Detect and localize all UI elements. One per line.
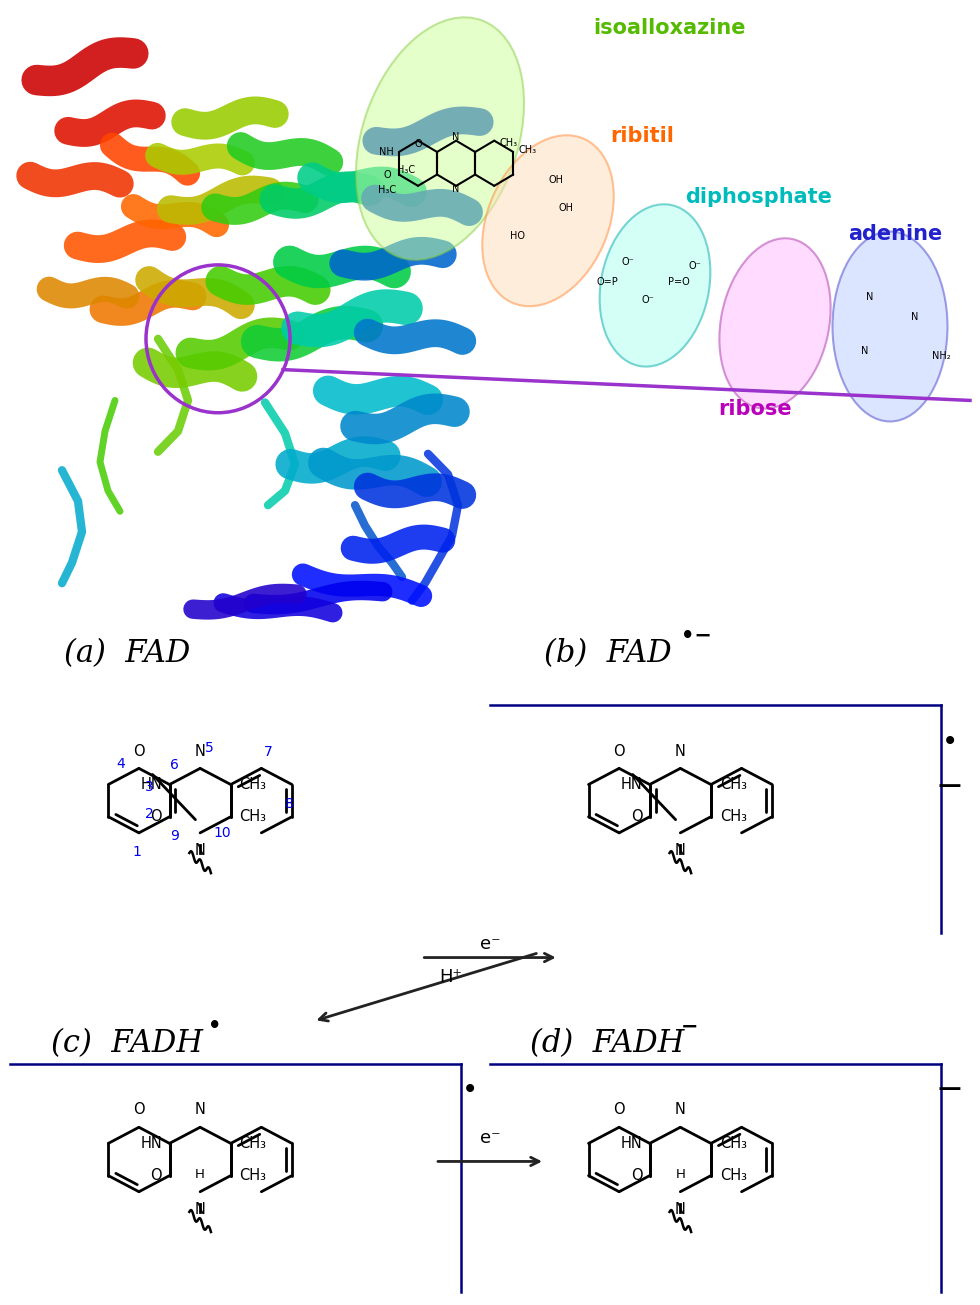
Text: (a)  FAD: (a) FAD — [65, 638, 190, 669]
Text: CH₃: CH₃ — [719, 776, 747, 792]
Text: •: • — [208, 1017, 221, 1036]
Text: N: N — [675, 1202, 686, 1216]
Text: H: H — [195, 1168, 205, 1181]
Text: N: N — [195, 744, 206, 758]
Text: O: O — [415, 138, 421, 149]
Text: 10: 10 — [214, 826, 231, 840]
Text: 1: 1 — [132, 846, 141, 860]
Text: 9: 9 — [170, 829, 179, 843]
Text: NH: NH — [379, 147, 394, 157]
Text: N: N — [911, 312, 918, 322]
Text: •: • — [942, 728, 957, 756]
Text: diphosphate: diphosphate — [685, 187, 832, 207]
Text: N: N — [195, 843, 206, 857]
Text: adenine: adenine — [848, 224, 942, 244]
Text: O: O — [613, 744, 625, 758]
Text: N: N — [195, 1202, 206, 1216]
Ellipse shape — [832, 231, 948, 422]
Text: CH₃: CH₃ — [239, 809, 267, 825]
Text: ribitil: ribitil — [610, 125, 674, 146]
Text: HN: HN — [140, 1135, 162, 1151]
Text: HN: HN — [620, 776, 642, 792]
Text: ribose: ribose — [718, 398, 792, 419]
Text: CH₃: CH₃ — [518, 145, 536, 155]
Text: P=O: P=O — [668, 278, 690, 287]
Text: HN: HN — [140, 776, 162, 792]
Text: N: N — [675, 843, 686, 857]
Text: O: O — [133, 744, 145, 758]
Text: (b)  FAD: (b) FAD — [544, 638, 671, 669]
Text: N: N — [453, 184, 460, 194]
Text: −: − — [936, 770, 963, 803]
Text: O⁻: O⁻ — [688, 261, 701, 271]
Text: 4: 4 — [117, 757, 125, 771]
Text: (d)  FADH: (d) FADH — [530, 1028, 685, 1060]
Text: H₃C: H₃C — [378, 185, 396, 194]
Text: O: O — [151, 1168, 162, 1184]
Text: −: − — [681, 1017, 699, 1036]
Ellipse shape — [719, 239, 831, 408]
Text: 6: 6 — [170, 758, 179, 773]
Text: CH₃: CH₃ — [239, 1135, 267, 1151]
Text: N: N — [195, 1103, 206, 1117]
Text: CH₃: CH₃ — [499, 138, 517, 147]
Text: H⁺: H⁺ — [439, 968, 463, 987]
Text: CH₃: CH₃ — [239, 776, 267, 792]
Text: NH₂: NH₂ — [932, 351, 951, 361]
Text: e⁻: e⁻ — [479, 1129, 501, 1147]
Text: N: N — [675, 744, 686, 758]
Text: •: • — [463, 1075, 478, 1104]
Text: N: N — [861, 346, 868, 356]
Text: (c)  FADH: (c) FADH — [51, 1028, 204, 1060]
Text: N: N — [866, 292, 874, 301]
Text: H: H — [675, 1168, 685, 1181]
Text: CH₃: CH₃ — [719, 809, 747, 825]
Text: H₃C: H₃C — [397, 166, 416, 175]
Text: 2: 2 — [145, 808, 154, 821]
Text: O⁻: O⁻ — [621, 257, 634, 268]
Text: N: N — [675, 1103, 686, 1117]
Text: HO: HO — [510, 231, 525, 241]
Text: 3: 3 — [145, 780, 154, 793]
Text: OH: OH — [548, 175, 563, 185]
Ellipse shape — [600, 205, 710, 367]
Text: 8: 8 — [285, 797, 294, 810]
Text: e⁻: e⁻ — [479, 934, 501, 953]
Text: HN: HN — [620, 1135, 642, 1151]
Text: O⁻: O⁻ — [642, 295, 655, 305]
Text: O: O — [613, 1103, 625, 1117]
Text: CH₃: CH₃ — [239, 1168, 267, 1184]
Text: isoalloxazine: isoalloxazine — [593, 18, 746, 38]
Text: −: − — [936, 1073, 963, 1107]
Text: CH₃: CH₃ — [719, 1168, 747, 1184]
Text: O: O — [151, 809, 162, 825]
Text: CH₃: CH₃ — [719, 1135, 747, 1151]
Ellipse shape — [356, 17, 524, 260]
Text: •−: •− — [681, 626, 712, 646]
Text: O: O — [631, 1168, 642, 1184]
Text: O: O — [133, 1103, 145, 1117]
Text: N: N — [453, 132, 460, 142]
Text: O: O — [631, 809, 642, 825]
Text: O: O — [383, 170, 391, 180]
Text: 5: 5 — [205, 741, 214, 756]
Text: 7: 7 — [265, 745, 273, 758]
Text: O=P: O=P — [596, 278, 618, 287]
Ellipse shape — [482, 136, 613, 307]
Text: OH: OH — [558, 204, 573, 214]
